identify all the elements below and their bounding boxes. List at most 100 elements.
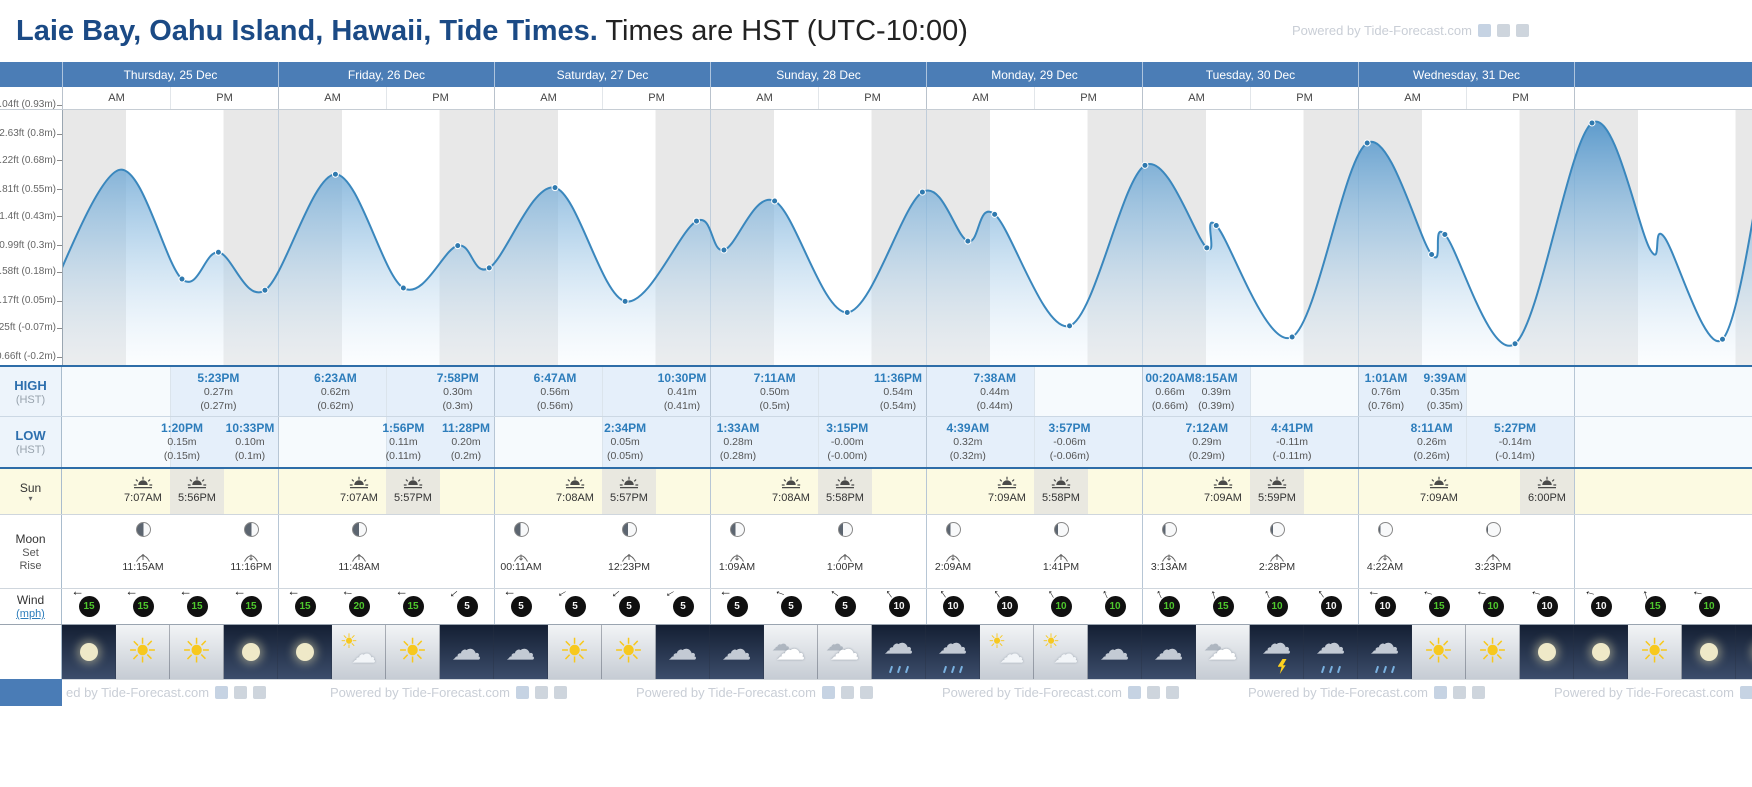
- share-icon[interactable]: [1477, 24, 1491, 37]
- sun-set: 5:59PM: [1247, 475, 1307, 504]
- share-icon[interactable]: [253, 686, 267, 699]
- y-axis-label: -0.66ft (-0.2m): [0, 351, 56, 363]
- day-separator: [926, 589, 927, 624]
- pm-label: PM: [818, 87, 926, 109]
- tide-cell-highlight: [1034, 417, 1142, 467]
- wind-speed: 10: [1325, 601, 1337, 612]
- share-icon[interactable]: [515, 686, 529, 699]
- low-tide-entry: 1:20PM 0.15m (0.15m): [151, 422, 213, 463]
- wind-direction-arrow: →: [232, 588, 246, 603]
- share-icon[interactable]: [840, 686, 854, 699]
- tide-extreme-marker: [1066, 322, 1074, 330]
- wind-badge: 5 →: [554, 586, 586, 617]
- share-icon[interactable]: [1515, 24, 1529, 37]
- weather-cells: ☀ ☀ ☀ ☁ ☀ ☁ ☁ ☀ ☀ ☁ ☁ ☁ ☁ ☁ ☁ ☁ ☁ ☀ ☁ ☀ ☁ ☁ ☁ ☁ ☁ ☁ ☁ ☁ ☀ ☀ ☀: [0, 625, 1752, 679]
- high-tide-time: 8:15AM: [1194, 371, 1238, 385]
- share-icon[interactable]: [1433, 686, 1447, 699]
- share-icon[interactable]: [1165, 686, 1179, 699]
- column-separator: [170, 367, 171, 416]
- wind-speed: 5: [734, 601, 740, 612]
- powered-by-text[interactable]: ed by Tide-Forecast.com: [66, 685, 210, 700]
- tide-cell-highlight: [1466, 417, 1574, 467]
- share-icon[interactable]: [1739, 686, 1752, 699]
- powered-by-text[interactable]: Powered by Tide-Forecast.com: [1292, 23, 1472, 38]
- high-tide-height-alt: (0.44m): [976, 400, 1013, 412]
- powered-by-link[interactable]: Powered by Tide-Forecast.com: [1554, 685, 1752, 700]
- powered-by-text[interactable]: Powered by Tide-Forecast.com: [942, 685, 1122, 700]
- pm-label: PM: [602, 87, 710, 109]
- high-tide-height-alt: (0.5m): [759, 400, 790, 412]
- sunset-icon: [1517, 475, 1577, 490]
- low-tide-time: 2:34PM: [604, 421, 647, 435]
- share-icon[interactable]: [821, 686, 835, 699]
- powered-by-text[interactable]: Powered by Tide-Forecast.com: [330, 685, 510, 700]
- wind-direction-arrow: →: [70, 588, 84, 603]
- tide-extreme-marker: [1141, 161, 1149, 169]
- wind-speed: 10: [893, 601, 905, 612]
- moon-rise-time: 1:41PM: [1042, 561, 1080, 573]
- share-icon[interactable]: [553, 686, 567, 699]
- sun-icon: ☀: [397, 632, 428, 671]
- day-separator: [710, 469, 711, 514]
- share-icon[interactable]: [234, 686, 248, 699]
- high-tide-height: 0.54m: [883, 386, 913, 398]
- wind-speed: 20: [353, 601, 365, 612]
- cloud-icon: ☁: [883, 627, 914, 661]
- low-tide-time: 8:11AM: [1410, 421, 1453, 435]
- share-icon[interactable]: [215, 686, 229, 699]
- low-tide-time: 10:33PM: [225, 421, 275, 435]
- powered-by-text[interactable]: Powered by Tide-Forecast.com: [636, 685, 816, 700]
- powered-by-link[interactable]: ed by Tide-Forecast.com: [66, 685, 267, 700]
- share-icon[interactable]: [534, 686, 548, 699]
- wind-speed: 5: [626, 601, 632, 612]
- share-icon[interactable]: [1127, 686, 1141, 699]
- low-tide-height-alt: (0.1m): [234, 450, 266, 462]
- footer-left-block: [0, 679, 62, 706]
- share-icon[interactable]: [1146, 686, 1160, 699]
- share-icon[interactable]: [1471, 686, 1485, 699]
- high-row-label: HIGH (HST): [0, 367, 62, 416]
- sun-set: 5:58PM: [1031, 475, 1091, 504]
- wind-badge: 5 →: [662, 586, 694, 617]
- share-icon[interactable]: [1452, 686, 1466, 699]
- wind-speed: 15: [1217, 601, 1229, 612]
- y-axis-label: 1.4ft (0.43m): [0, 210, 56, 222]
- rain-icon: [1374, 665, 1395, 674]
- powered-by-link[interactable]: Powered by Tide-Forecast.com: [1248, 685, 1485, 700]
- wind-badge: 5 →: [770, 586, 802, 617]
- tide-cell-highlight: [278, 367, 386, 416]
- moon-set-icon: [1139, 549, 1199, 562]
- column-separator: [278, 367, 279, 416]
- tide-extreme-marker: [771, 197, 779, 205]
- share-icon[interactable]: [859, 686, 873, 699]
- sun-icon: ☀: [1423, 632, 1454, 671]
- wind-unit-link[interactable]: (mph): [16, 608, 45, 620]
- tide-cell-highlight: [1358, 417, 1466, 467]
- sun-row-label[interactable]: Sun ▾: [0, 469, 62, 514]
- day-separator: [710, 515, 711, 588]
- moon-row: Moon Set Rise 11:15AM 11:16PM 11:48AM 00:11…: [0, 514, 1752, 588]
- powered-by-link[interactable]: Powered by Tide-Forecast.com: [330, 685, 567, 700]
- day-header-partial: [1574, 62, 1752, 87]
- powered-by-link[interactable]: Powered by Tide-Forecast.com: [942, 685, 1179, 700]
- moon-rise-icon: [1031, 549, 1091, 562]
- powered-by-text[interactable]: Powered by Tide-Forecast.com: [1554, 685, 1734, 700]
- moon-set: 11:16PM: [221, 522, 281, 573]
- sun-set: 5:56PM: [167, 475, 227, 504]
- day-separator: [278, 515, 279, 588]
- day-separator: [1142, 469, 1143, 514]
- sunset-icon: [1031, 475, 1091, 490]
- sunset-time: 5:58PM: [1042, 492, 1080, 504]
- column-separator: [1574, 417, 1575, 467]
- share-icon[interactable]: [1496, 24, 1510, 37]
- sun-row-expander-icon[interactable]: ▾: [28, 494, 33, 503]
- day-separator: [1574, 469, 1575, 514]
- powered-by-text[interactable]: Powered by Tide-Forecast.com: [1248, 685, 1428, 700]
- column-separator: [1358, 417, 1359, 467]
- powered-by-link[interactable]: Powered by Tide-Forecast.com: [636, 685, 873, 700]
- wind-speed: 15: [245, 601, 257, 612]
- weather-tile-rain: ☁: [1304, 625, 1358, 679]
- lightning-icon: [1277, 659, 1287, 674]
- wind-badge: 5 →: [445, 586, 478, 617]
- tide-cell-highlight: [386, 417, 494, 467]
